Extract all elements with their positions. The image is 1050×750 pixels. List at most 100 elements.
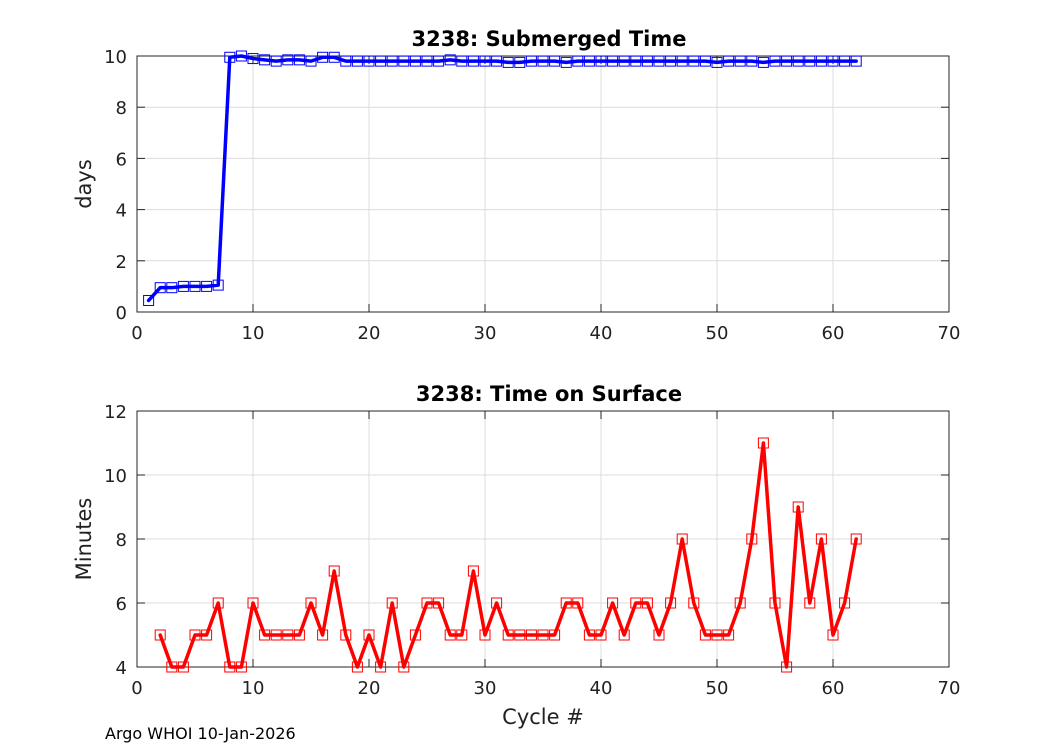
data-point-marker	[653, 55, 665, 67]
data-point-marker	[398, 661, 410, 673]
data-point-marker	[409, 629, 421, 641]
data-point-marker	[757, 437, 769, 449]
data-point-marker	[444, 54, 456, 66]
y-tick-label: 10	[104, 466, 127, 487]
x-tick-label: 50	[706, 323, 729, 344]
data-point-marker	[514, 56, 526, 68]
data-point-marker	[456, 55, 468, 67]
y-tick-label: 2	[116, 252, 127, 273]
data-point-marker	[467, 55, 479, 67]
data-point-marker	[317, 51, 329, 63]
chart-title: 3238: Time on Surface	[416, 382, 682, 406]
data-point-marker	[398, 55, 410, 67]
data-point-marker	[166, 282, 178, 294]
data-point-marker	[340, 629, 352, 641]
x-tick-label: 50	[706, 678, 729, 699]
data-point-marker	[235, 661, 247, 673]
data-point-marker	[827, 55, 839, 67]
data-point-marker	[201, 629, 213, 641]
x-tick-label: 30	[474, 323, 497, 344]
y-tick-label: 4	[116, 658, 127, 679]
data-point-marker	[839, 597, 851, 609]
data-point-marker	[143, 294, 155, 306]
data-point-marker	[433, 597, 445, 609]
data-point-marker	[166, 661, 178, 673]
y-tick-label: 4	[116, 201, 127, 222]
x-tick-label: 40	[590, 323, 613, 344]
data-point-marker	[340, 55, 352, 67]
data-point-marker	[375, 55, 387, 67]
data-point-marker	[560, 597, 572, 609]
x-tick-label: 70	[938, 323, 961, 344]
y-tick-label: 6	[116, 149, 127, 170]
y-tick-label: 8	[116, 98, 127, 119]
data-point-marker	[792, 55, 804, 67]
data-point-marker	[711, 56, 723, 68]
data-point-marker	[549, 629, 561, 641]
data-point-marker	[815, 55, 827, 67]
data-point-marker	[189, 280, 201, 292]
data-point-marker	[711, 629, 723, 641]
data-point-marker	[433, 55, 445, 67]
data-point-marker	[270, 55, 282, 67]
data-point-marker	[479, 629, 491, 641]
data-point-marker	[734, 55, 746, 67]
data-point-marker	[630, 597, 642, 609]
chart-title: 3238: Submerged Time	[411, 27, 686, 51]
data-point-marker	[699, 629, 711, 641]
x-tick-label: 0	[131, 678, 142, 699]
series-line	[146, 54, 858, 303]
data-point-marker	[560, 56, 572, 68]
data-point-marker	[502, 629, 514, 641]
x-tick-label: 0	[131, 323, 142, 344]
data-point-marker	[723, 55, 735, 67]
data-point-marker	[572, 55, 584, 67]
y-tick-label: 0	[116, 303, 127, 324]
data-point-marker	[630, 55, 642, 67]
data-point-marker	[804, 55, 816, 67]
data-point-marker	[839, 55, 851, 67]
data-point-marker	[421, 597, 433, 609]
data-point-marker	[583, 629, 595, 641]
data-point-marker	[189, 629, 201, 641]
data-point-marker	[154, 282, 166, 294]
data-point-marker	[305, 597, 317, 609]
data-point-marker	[328, 565, 340, 577]
data-point-marker	[386, 55, 398, 67]
surface-time-chart: 0 10 20 30 40 50 60 70 4 6 8 10 12 3238: Time on Surf…	[72, 382, 960, 729]
data-point-marker	[850, 55, 862, 67]
data-point-marker	[386, 597, 398, 609]
x-tick-label: 10	[242, 678, 265, 699]
data-point-marker	[769, 55, 781, 67]
data-point-marker	[525, 629, 537, 641]
data-point-marker	[653, 629, 665, 641]
data-point-marker	[467, 565, 479, 577]
data-point-marker	[270, 629, 282, 641]
x-tick-label: 30	[474, 678, 497, 699]
y-tick-label: 10	[104, 47, 127, 68]
y-axis-label: Minutes	[72, 498, 96, 581]
data-point-marker	[525, 55, 537, 67]
data-point-marker	[456, 629, 468, 641]
data-point-marker	[409, 55, 421, 67]
data-point-marker	[282, 54, 294, 66]
data-point-marker	[757, 56, 769, 68]
data-point-marker	[363, 55, 375, 67]
submerged-time-chart: 0 10 20 30 40 50 60 70 0 2 4 6 8 10 3238: Submerged Ti…	[72, 27, 960, 344]
data-point-marker	[351, 661, 363, 673]
data-point-marker	[537, 55, 549, 67]
x-tick-label: 60	[822, 678, 845, 699]
data-point-marker	[723, 629, 735, 641]
data-point-marker	[676, 533, 688, 545]
x-tick-label: 20	[358, 678, 381, 699]
data-point-marker	[224, 661, 236, 673]
footer-credit: Argo WHOI 10-Jan-2026	[105, 724, 296, 743]
data-point-marker	[699, 55, 711, 67]
data-point-marker	[781, 55, 793, 67]
data-point-marker	[363, 629, 375, 641]
x-axis-label: Cycle #	[502, 705, 584, 729]
data-point-marker	[375, 661, 387, 673]
data-point-marker	[293, 54, 305, 66]
data-point-marker	[514, 629, 526, 641]
